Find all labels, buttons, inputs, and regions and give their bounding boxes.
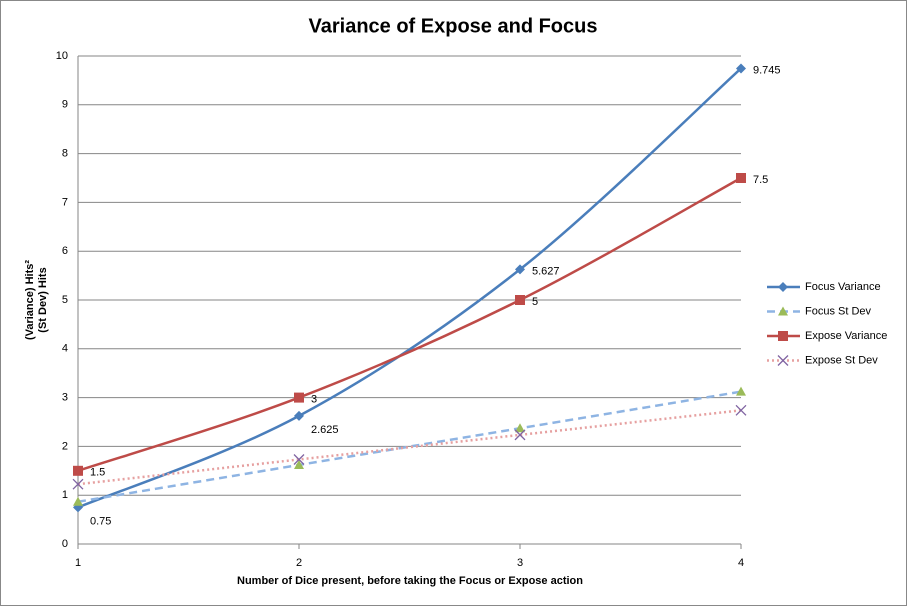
marker [735, 404, 747, 416]
y-tick-label: 7 [62, 196, 68, 208]
legend-label: Expose St Dev [805, 354, 878, 366]
y-tick-label: 9 [62, 99, 68, 111]
marker [514, 429, 526, 441]
legend-label: Focus Variance [805, 281, 881, 293]
marker [736, 386, 746, 396]
marker [72, 478, 84, 490]
marker [73, 496, 83, 506]
marker [73, 465, 83, 476]
data-label: 0.75 [90, 515, 111, 527]
marker [515, 264, 525, 275]
legend-marker [778, 331, 788, 341]
legend-marker [777, 355, 789, 366]
x-tick-label: 3 [517, 557, 523, 569]
data-label: 7.5 [753, 174, 768, 186]
marker [294, 392, 304, 403]
data-label: 5 [532, 296, 538, 308]
series-line [77, 176, 742, 472]
y-tick-label: 0 [62, 538, 68, 550]
marker [294, 459, 304, 469]
x-axis-title: Number of Dice present, before taking th… [237, 575, 583, 587]
y-tick-label: 4 [62, 343, 68, 355]
legend-label: Focus St Dev [805, 305, 872, 317]
series-line [77, 390, 742, 503]
y-tick-label: 5 [62, 294, 68, 306]
y-tick-label: 10 [56, 50, 68, 62]
marker [293, 454, 305, 465]
y-axis-title: (Variance) Hits² (St Dev) Hits [24, 260, 49, 340]
data-label: 2.625 [311, 424, 339, 436]
y-tick-label: 8 [62, 148, 68, 160]
y-tick-label: 3 [62, 392, 68, 404]
legend-marker [778, 282, 788, 292]
data-label: 5.627 [532, 265, 560, 277]
y-tick-label: 2 [62, 440, 68, 452]
data-label: 3 [311, 394, 317, 406]
data-label: 9.745 [753, 64, 781, 76]
legend-marker [778, 306, 788, 316]
legend-label: Expose Variance [805, 330, 887, 342]
y-tick-label: 6 [62, 245, 68, 257]
x-tick-label: 2 [296, 557, 302, 569]
x-tick-label: 4 [738, 557, 744, 569]
y-axis-title-line: (Variance) Hits² [24, 260, 36, 340]
y-tick-label: 1 [62, 489, 68, 501]
marker [515, 423, 525, 433]
marker [736, 173, 746, 183]
data-label: 1.5 [90, 467, 105, 479]
series-line [77, 67, 742, 509]
marker [736, 63, 746, 74]
marker [515, 295, 525, 305]
y-axis-title-line: (St Dev) Hits [37, 267, 49, 332]
chart-title: Variance of Expose and Focus [309, 15, 598, 37]
x-tick-label: 1 [75, 557, 81, 569]
marker [294, 410, 304, 421]
